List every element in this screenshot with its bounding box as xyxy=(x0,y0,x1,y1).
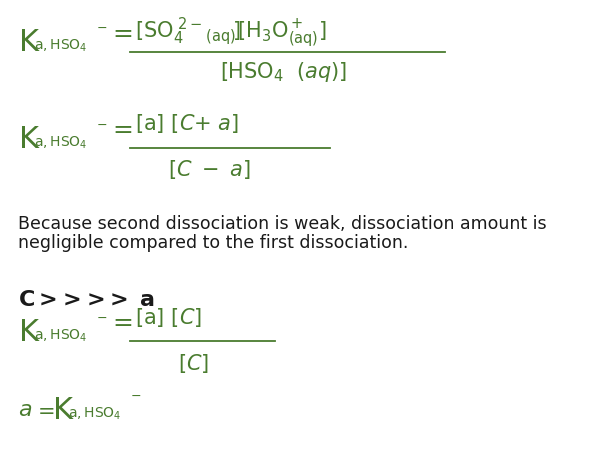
Text: $\mathsf{K}$: $\mathsf{K}$ xyxy=(18,318,41,347)
Text: $\mathsf{[}$$\mathit{C}$$\mathsf{\ -\ }$$\mathit{a}$$\mathsf{]}$: $\mathsf{[}$$\mathit{C}$$\mathsf{\ -\ }$… xyxy=(168,158,251,181)
Text: $\mathsf{[HSO_4\ \ \mathit{(aq)}]}$: $\mathsf{[HSO_4\ \ \mathit{(aq)}]}$ xyxy=(220,60,347,84)
Text: $\mathsf{a,HSO_4}$: $\mathsf{a,HSO_4}$ xyxy=(68,406,121,422)
Text: $\mathbf{C >\!>\!>\!>\ a}$: $\mathbf{C >\!>\!>\!>\ a}$ xyxy=(18,290,155,310)
Text: $\mathsf{[}$$\mathit{C}$$\mathsf{]}$: $\mathsf{[}$$\mathit{C}$$\mathsf{]}$ xyxy=(178,352,209,375)
Text: $\mathsf{[a]\ [}$$\mathit{C}$$\mathsf{]}$: $\mathsf{[a]\ [}$$\mathit{C}$$\mathsf{]}… xyxy=(135,306,202,329)
Text: $\mathsf{^-}$: $\mathsf{^-}$ xyxy=(94,314,108,332)
Text: $\mathsf{^-}$: $\mathsf{^-}$ xyxy=(94,24,108,42)
Text: $\mathsf{K}$: $\mathsf{K}$ xyxy=(18,28,41,57)
Text: $\mathsf{K}$: $\mathsf{K}$ xyxy=(52,396,74,425)
Text: $\mathsf{a,HSO_4}$: $\mathsf{a,HSO_4}$ xyxy=(34,135,88,151)
Text: $\mathsf{a,HSO_4}$: $\mathsf{a,HSO_4}$ xyxy=(34,328,88,344)
Text: $\mathit{a}$: $\mathit{a}$ xyxy=(18,400,32,420)
Text: negligible compared to the first dissociation.: negligible compared to the first dissoci… xyxy=(18,234,409,252)
Text: $\mathsf{^-}$: $\mathsf{^-}$ xyxy=(128,392,142,410)
Text: $=$: $=$ xyxy=(108,309,133,333)
Text: $\mathsf{a,HSO_4}$: $\mathsf{a,HSO_4}$ xyxy=(34,38,88,54)
Text: $\mathsf{K}$: $\mathsf{K}$ xyxy=(18,125,41,154)
Text: Because second dissociation is weak, dissociation amount is: Because second dissociation is weak, dis… xyxy=(18,215,547,233)
Text: $\mathsf{^-}$: $\mathsf{^-}$ xyxy=(94,121,108,139)
Text: $=$: $=$ xyxy=(108,116,133,140)
Text: $\mathsf{[a]\ [}$$\mathit{C}$$\mathsf{+\ }$$\mathit{a}$$\mathsf{]}$: $\mathsf{[a]\ [}$$\mathit{C}$$\mathsf{+\… xyxy=(135,112,239,135)
Text: $\mathsf{[SO_4^{\ 2-}{}_{(aq)}\!]\![H_3O^+_{(aq)}]}$: $\mathsf{[SO_4^{\ 2-}{}_{(aq)}\!]\![H_3O… xyxy=(135,16,326,51)
Text: $=$: $=$ xyxy=(33,400,55,420)
Text: $=$: $=$ xyxy=(108,20,133,44)
